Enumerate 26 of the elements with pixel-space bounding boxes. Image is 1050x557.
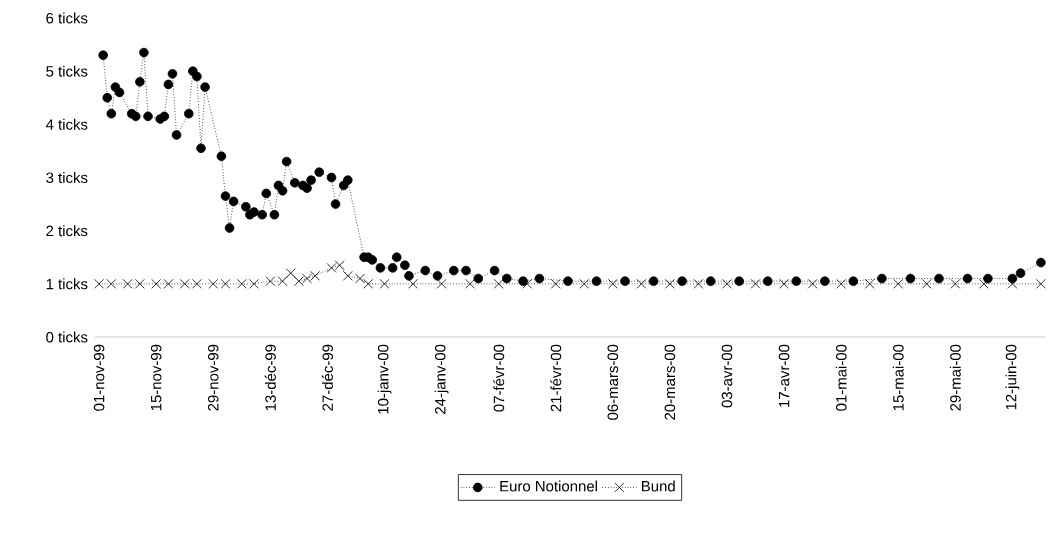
x-tick-label: 13-déc-99 (264, 344, 276, 411)
x-tick-label: 15-nov-99 (150, 344, 162, 411)
y-tick-label: 6 ticks (46, 12, 88, 24)
x-tick-label: 07-févr-00 (493, 344, 505, 412)
x-tick-label: 10-janv-00 (377, 344, 392, 414)
x-tick-label: 01-mai-00 (835, 344, 847, 411)
x-tick-label: 01-nov-99 (93, 344, 105, 411)
x-tick-label: 20-mars-00 (664, 344, 676, 420)
x-tick-label: 29-nov-99 (207, 344, 219, 411)
y-tick-label: 3 ticks (46, 172, 88, 183)
x-tick-label: 17-avr-00 (778, 344, 790, 407)
x-tick-label: 06-mars-00 (607, 344, 619, 420)
x-tick-label: 21-févr-00 (550, 344, 562, 412)
x-tick-label: 15-mai-00 (892, 344, 904, 411)
x-tick-label: 03-avr-00 (721, 344, 733, 408)
y-tick-label: 1 ticks (46, 278, 88, 290)
y-tick-label: 5 ticks (46, 65, 88, 77)
legend-label: Euro Notionnel (500, 480, 597, 492)
x-tick-label: 12-juin-00 (1005, 344, 1020, 410)
y-tick-label: 4 ticks (45, 118, 88, 130)
legend-label: Bund (642, 480, 675, 492)
x-tick-label: 24-janv-00 (434, 344, 449, 414)
x-tick-label: 27-déc-99 (321, 344, 333, 411)
y-tick-label: 0 ticks (46, 331, 88, 343)
x-tick-label: 29-mai-00 (949, 344, 961, 411)
y-tick-label: 2 ticks (46, 225, 88, 237)
